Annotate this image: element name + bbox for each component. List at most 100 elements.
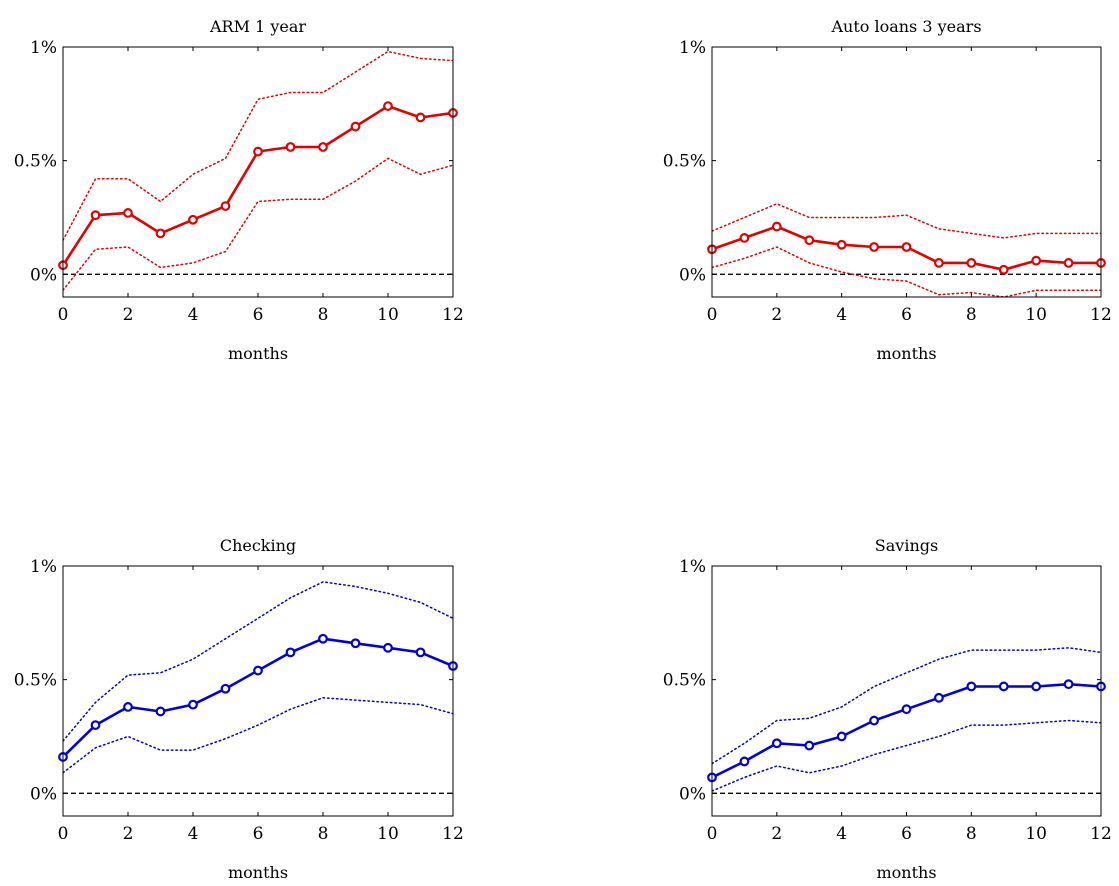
x-tick-label: 6: [901, 305, 912, 325]
series-group: [63, 50, 453, 291]
data-point: [253, 665, 263, 676]
data-point: [318, 633, 328, 644]
x-tick-label: 10: [1025, 824, 1047, 844]
chart-panel: Checking 0% 0.5% 1% 0 2 4 6 8 10 12 months: [14, 536, 464, 882]
data-point: [998, 264, 1009, 275]
y-tick-label: 0%: [30, 784, 57, 804]
x-tick-label: 0: [707, 305, 718, 325]
data-point: [188, 699, 198, 710]
series-line-estimate: [712, 682, 1101, 779]
series-line-upper: [712, 202, 1101, 239]
data-point: [901, 704, 912, 715]
x-axis-label: months: [876, 344, 936, 363]
x-tick-label: 2: [123, 824, 134, 844]
x-tick-label: 4: [188, 824, 199, 844]
x-tick-label: 12: [1090, 824, 1112, 844]
data-point: [285, 142, 296, 152]
y-tick-label: 0%: [679, 265, 706, 285]
x-tick-label: 4: [836, 824, 847, 844]
series-line-lower: [63, 157, 453, 291]
data-point: [123, 208, 133, 218]
x-tick-label: 12: [442, 824, 464, 844]
data-point: [383, 642, 393, 653]
data-point: [771, 738, 782, 749]
y-tick-label: 1%: [679, 38, 706, 58]
series-line-lower: [712, 719, 1101, 792]
series-group: [712, 647, 1101, 792]
x-tick-label: 2: [771, 305, 782, 325]
x-axis-label: months: [228, 344, 288, 363]
y-tick-label: 0%: [679, 784, 706, 804]
data-point: [869, 242, 879, 252]
data-point: [901, 242, 912, 252]
data-point: [1031, 681, 1042, 692]
data-point: [934, 258, 944, 268]
chart-panel: Auto loans 3 years 0% 0.5% 1% 0 2 4 6 8 10 12 month…: [663, 17, 1112, 363]
data-point: [771, 221, 782, 232]
data-point: [1031, 255, 1042, 266]
data-point: [934, 692, 944, 703]
data-point: [836, 731, 847, 742]
x-tick-label: 8: [966, 305, 977, 325]
data-point: [869, 715, 879, 726]
data-point: [415, 647, 426, 658]
y-tick-label: 1%: [30, 557, 57, 577]
data-point: [383, 101, 393, 111]
data-point: [285, 647, 296, 658]
y-tick-label: 0.5%: [14, 671, 57, 691]
x-tick-label: 0: [58, 305, 69, 325]
data-point: [804, 235, 815, 246]
x-tick-label: 4: [188, 305, 199, 325]
data-point: [1063, 679, 1074, 690]
data-point: [350, 638, 361, 649]
data-point: [90, 720, 101, 730]
data-point: [1063, 258, 1074, 268]
chart-panel: Savings 0% 0.5% 1% 0 2 4 6 8 10 12 months: [663, 536, 1112, 882]
data-point: [220, 201, 231, 211]
chart-panel: ARM 1 year 0% 0.5% 1% 0 2 4 6 8 10 12 months: [14, 17, 464, 363]
data-point: [966, 681, 977, 692]
plot-frame: [711, 565, 1102, 817]
x-tick-label: 8: [966, 824, 977, 844]
data-point: [998, 681, 1009, 692]
chart-title: Savings: [875, 536, 938, 555]
data-point: [220, 683, 231, 694]
data-point: [350, 121, 361, 132]
data-point: [253, 146, 263, 157]
chart-title: Auto loans 3 years: [830, 17, 981, 36]
series-line-upper: [63, 50, 453, 241]
x-tick-label: 4: [836, 305, 847, 325]
x-tick-label: 2: [123, 305, 134, 325]
y-tick-label: 0.5%: [14, 152, 57, 172]
data-point: [804, 740, 815, 751]
data-point: [739, 756, 750, 767]
data-point: [836, 239, 847, 250]
chart-title: ARM 1 year: [209, 17, 306, 36]
x-tick-label: 10: [377, 305, 399, 325]
y-tick-label: 0.5%: [663, 152, 706, 172]
data-point: [123, 702, 133, 712]
x-axis-label: months: [876, 863, 936, 882]
series-line-upper: [712, 647, 1101, 765]
x-tick-label: 6: [901, 824, 912, 844]
x-tick-label: 6: [253, 824, 264, 844]
x-tick-label: 8: [318, 305, 329, 325]
series-line-estimate: [63, 104, 453, 266]
chart-title: Checking: [220, 536, 296, 555]
series-line-upper: [63, 581, 453, 742]
x-tick-label: 8: [318, 824, 329, 844]
y-tick-label: 0.5%: [663, 671, 706, 691]
plot-frame: [711, 46, 1102, 298]
data-point: [415, 112, 426, 123]
data-point: [318, 142, 328, 152]
data-point: [155, 706, 166, 717]
data-point: [188, 214, 198, 225]
x-axis-label: months: [228, 863, 288, 882]
x-tick-label: 2: [771, 824, 782, 844]
series-line-lower: [712, 246, 1101, 297]
series-group: [63, 581, 453, 774]
data-point: [90, 210, 101, 221]
data-point: [739, 233, 750, 243]
x-tick-label: 10: [1025, 305, 1047, 325]
